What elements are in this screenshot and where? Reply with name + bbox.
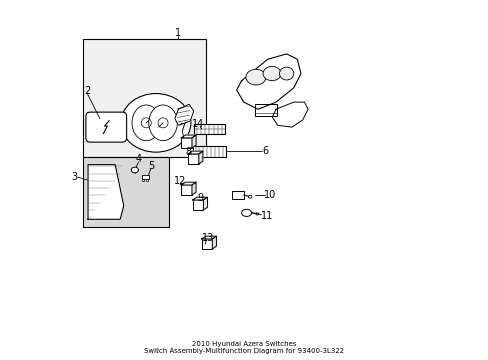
Text: 7: 7 bbox=[179, 123, 185, 133]
Bar bbox=[193, 146, 225, 157]
Ellipse shape bbox=[121, 94, 190, 152]
Text: 2: 2 bbox=[84, 86, 90, 96]
Text: 13: 13 bbox=[202, 233, 214, 243]
Bar bbox=[232, 191, 244, 199]
Ellipse shape bbox=[245, 69, 265, 85]
Text: 5: 5 bbox=[147, 161, 154, 171]
Polygon shape bbox=[181, 135, 196, 138]
Bar bbox=[181, 138, 192, 148]
Polygon shape bbox=[212, 236, 216, 249]
Polygon shape bbox=[88, 165, 123, 219]
Polygon shape bbox=[272, 102, 307, 127]
Ellipse shape bbox=[241, 209, 251, 216]
Bar bbox=[181, 185, 192, 195]
Text: 3: 3 bbox=[71, 172, 77, 182]
Bar bbox=[145, 179, 148, 181]
Ellipse shape bbox=[279, 67, 293, 80]
Ellipse shape bbox=[263, 66, 281, 81]
Bar bbox=[142, 175, 148, 179]
Text: 4: 4 bbox=[135, 154, 141, 164]
Bar bbox=[192, 200, 203, 210]
Bar bbox=[188, 154, 198, 164]
Bar bbox=[83, 39, 206, 157]
Polygon shape bbox=[203, 197, 207, 210]
Ellipse shape bbox=[131, 167, 138, 173]
Text: 12: 12 bbox=[174, 176, 186, 186]
Text: 11: 11 bbox=[260, 211, 272, 221]
Polygon shape bbox=[192, 182, 196, 195]
Polygon shape bbox=[192, 135, 196, 148]
Text: 2010 Hyundai Azera Switches
Switch Assembly-Multifunction Diagram for 93400-3L32: 2010 Hyundai Azera Switches Switch Assem… bbox=[144, 341, 344, 354]
FancyBboxPatch shape bbox=[86, 112, 126, 142]
Bar bbox=[254, 104, 276, 116]
Polygon shape bbox=[236, 54, 300, 109]
Ellipse shape bbox=[248, 195, 251, 198]
Bar bbox=[142, 179, 144, 181]
Text: 6: 6 bbox=[262, 146, 268, 156]
Ellipse shape bbox=[132, 105, 160, 141]
Bar bbox=[193, 123, 225, 134]
Polygon shape bbox=[192, 197, 207, 200]
Bar bbox=[83, 157, 168, 227]
Text: 14: 14 bbox=[192, 118, 204, 129]
Polygon shape bbox=[181, 182, 196, 185]
Text: 10: 10 bbox=[264, 190, 276, 200]
Polygon shape bbox=[198, 151, 203, 164]
Bar bbox=[201, 239, 212, 249]
Text: 9: 9 bbox=[198, 193, 203, 203]
Polygon shape bbox=[188, 151, 203, 154]
Text: 1: 1 bbox=[174, 28, 181, 38]
Polygon shape bbox=[201, 236, 216, 239]
Ellipse shape bbox=[148, 105, 177, 141]
Text: 8: 8 bbox=[185, 147, 191, 157]
Polygon shape bbox=[175, 104, 193, 125]
